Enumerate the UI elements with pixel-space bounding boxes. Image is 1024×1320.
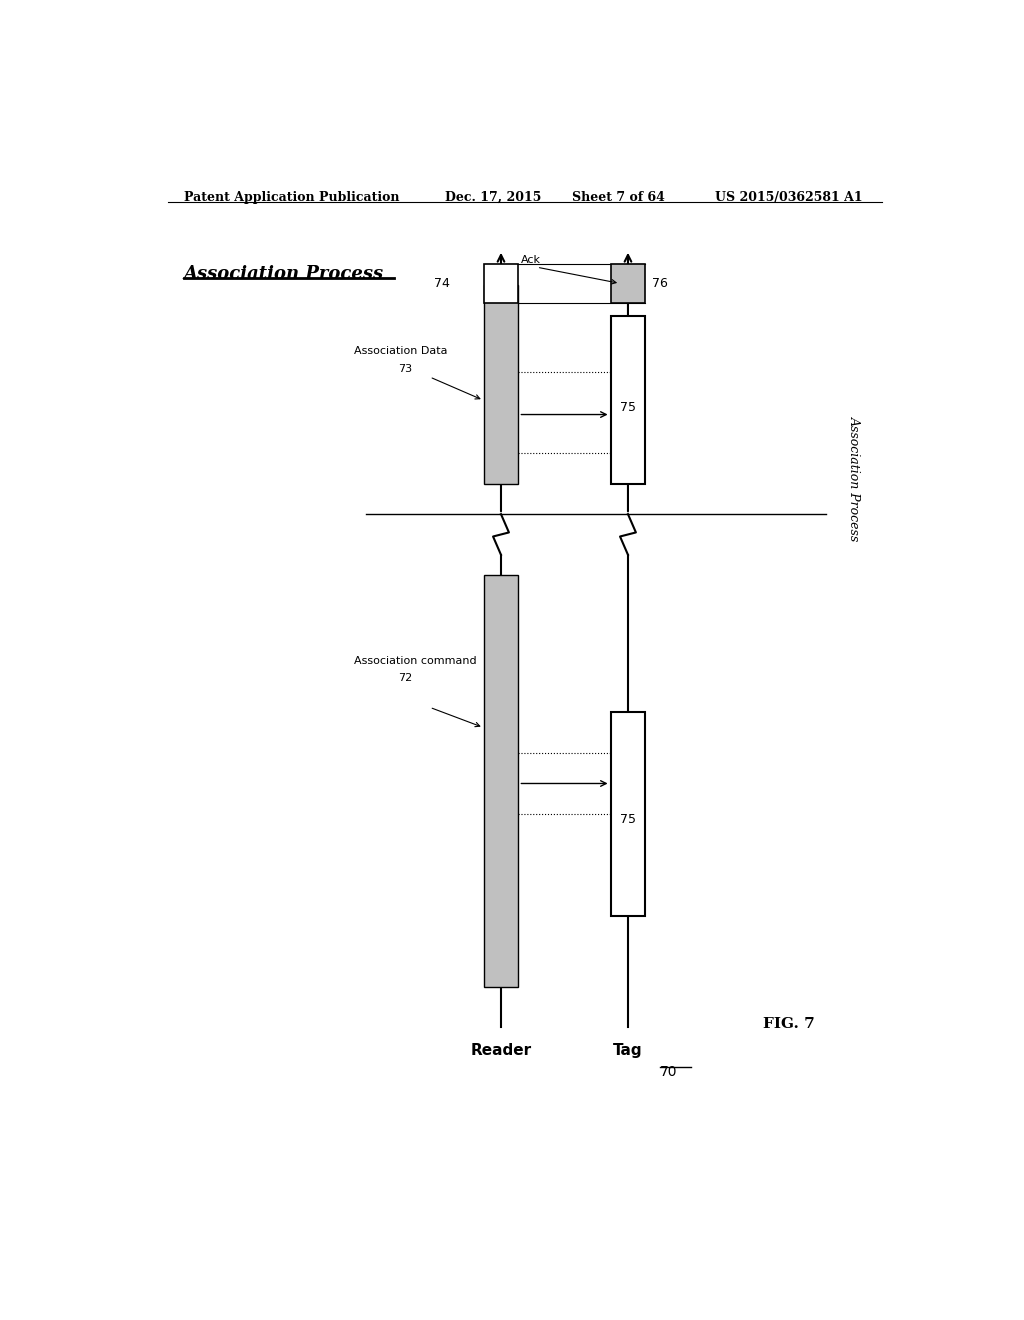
Text: Dec. 17, 2015: Dec. 17, 2015 xyxy=(445,191,542,203)
Text: Ack: Ack xyxy=(521,255,541,265)
Text: Association command: Association command xyxy=(354,656,477,667)
Text: Reader: Reader xyxy=(470,1043,531,1057)
Text: 73: 73 xyxy=(397,364,412,374)
Bar xyxy=(610,713,645,916)
Bar xyxy=(483,285,518,483)
Text: US 2015/0362581 A1: US 2015/0362581 A1 xyxy=(715,191,863,203)
Text: 72: 72 xyxy=(397,673,412,682)
Text: 76: 76 xyxy=(652,277,668,290)
Text: 70: 70 xyxy=(659,1065,677,1078)
Text: Sheet 7 of 64: Sheet 7 of 64 xyxy=(572,191,666,203)
Text: Tag: Tag xyxy=(613,1043,643,1057)
Text: Association Process: Association Process xyxy=(848,416,860,541)
Bar xyxy=(610,264,645,302)
Text: 74: 74 xyxy=(433,277,450,290)
Text: Patent Application Publication: Patent Application Publication xyxy=(183,191,399,203)
Text: 75: 75 xyxy=(620,813,636,825)
Text: 75: 75 xyxy=(620,401,636,414)
Text: Association Process: Association Process xyxy=(183,265,384,282)
Text: FIG. 7: FIG. 7 xyxy=(763,1018,815,1031)
Bar xyxy=(610,315,645,483)
Bar xyxy=(483,264,518,302)
Text: Association Data: Association Data xyxy=(354,346,447,356)
Bar xyxy=(483,576,518,987)
